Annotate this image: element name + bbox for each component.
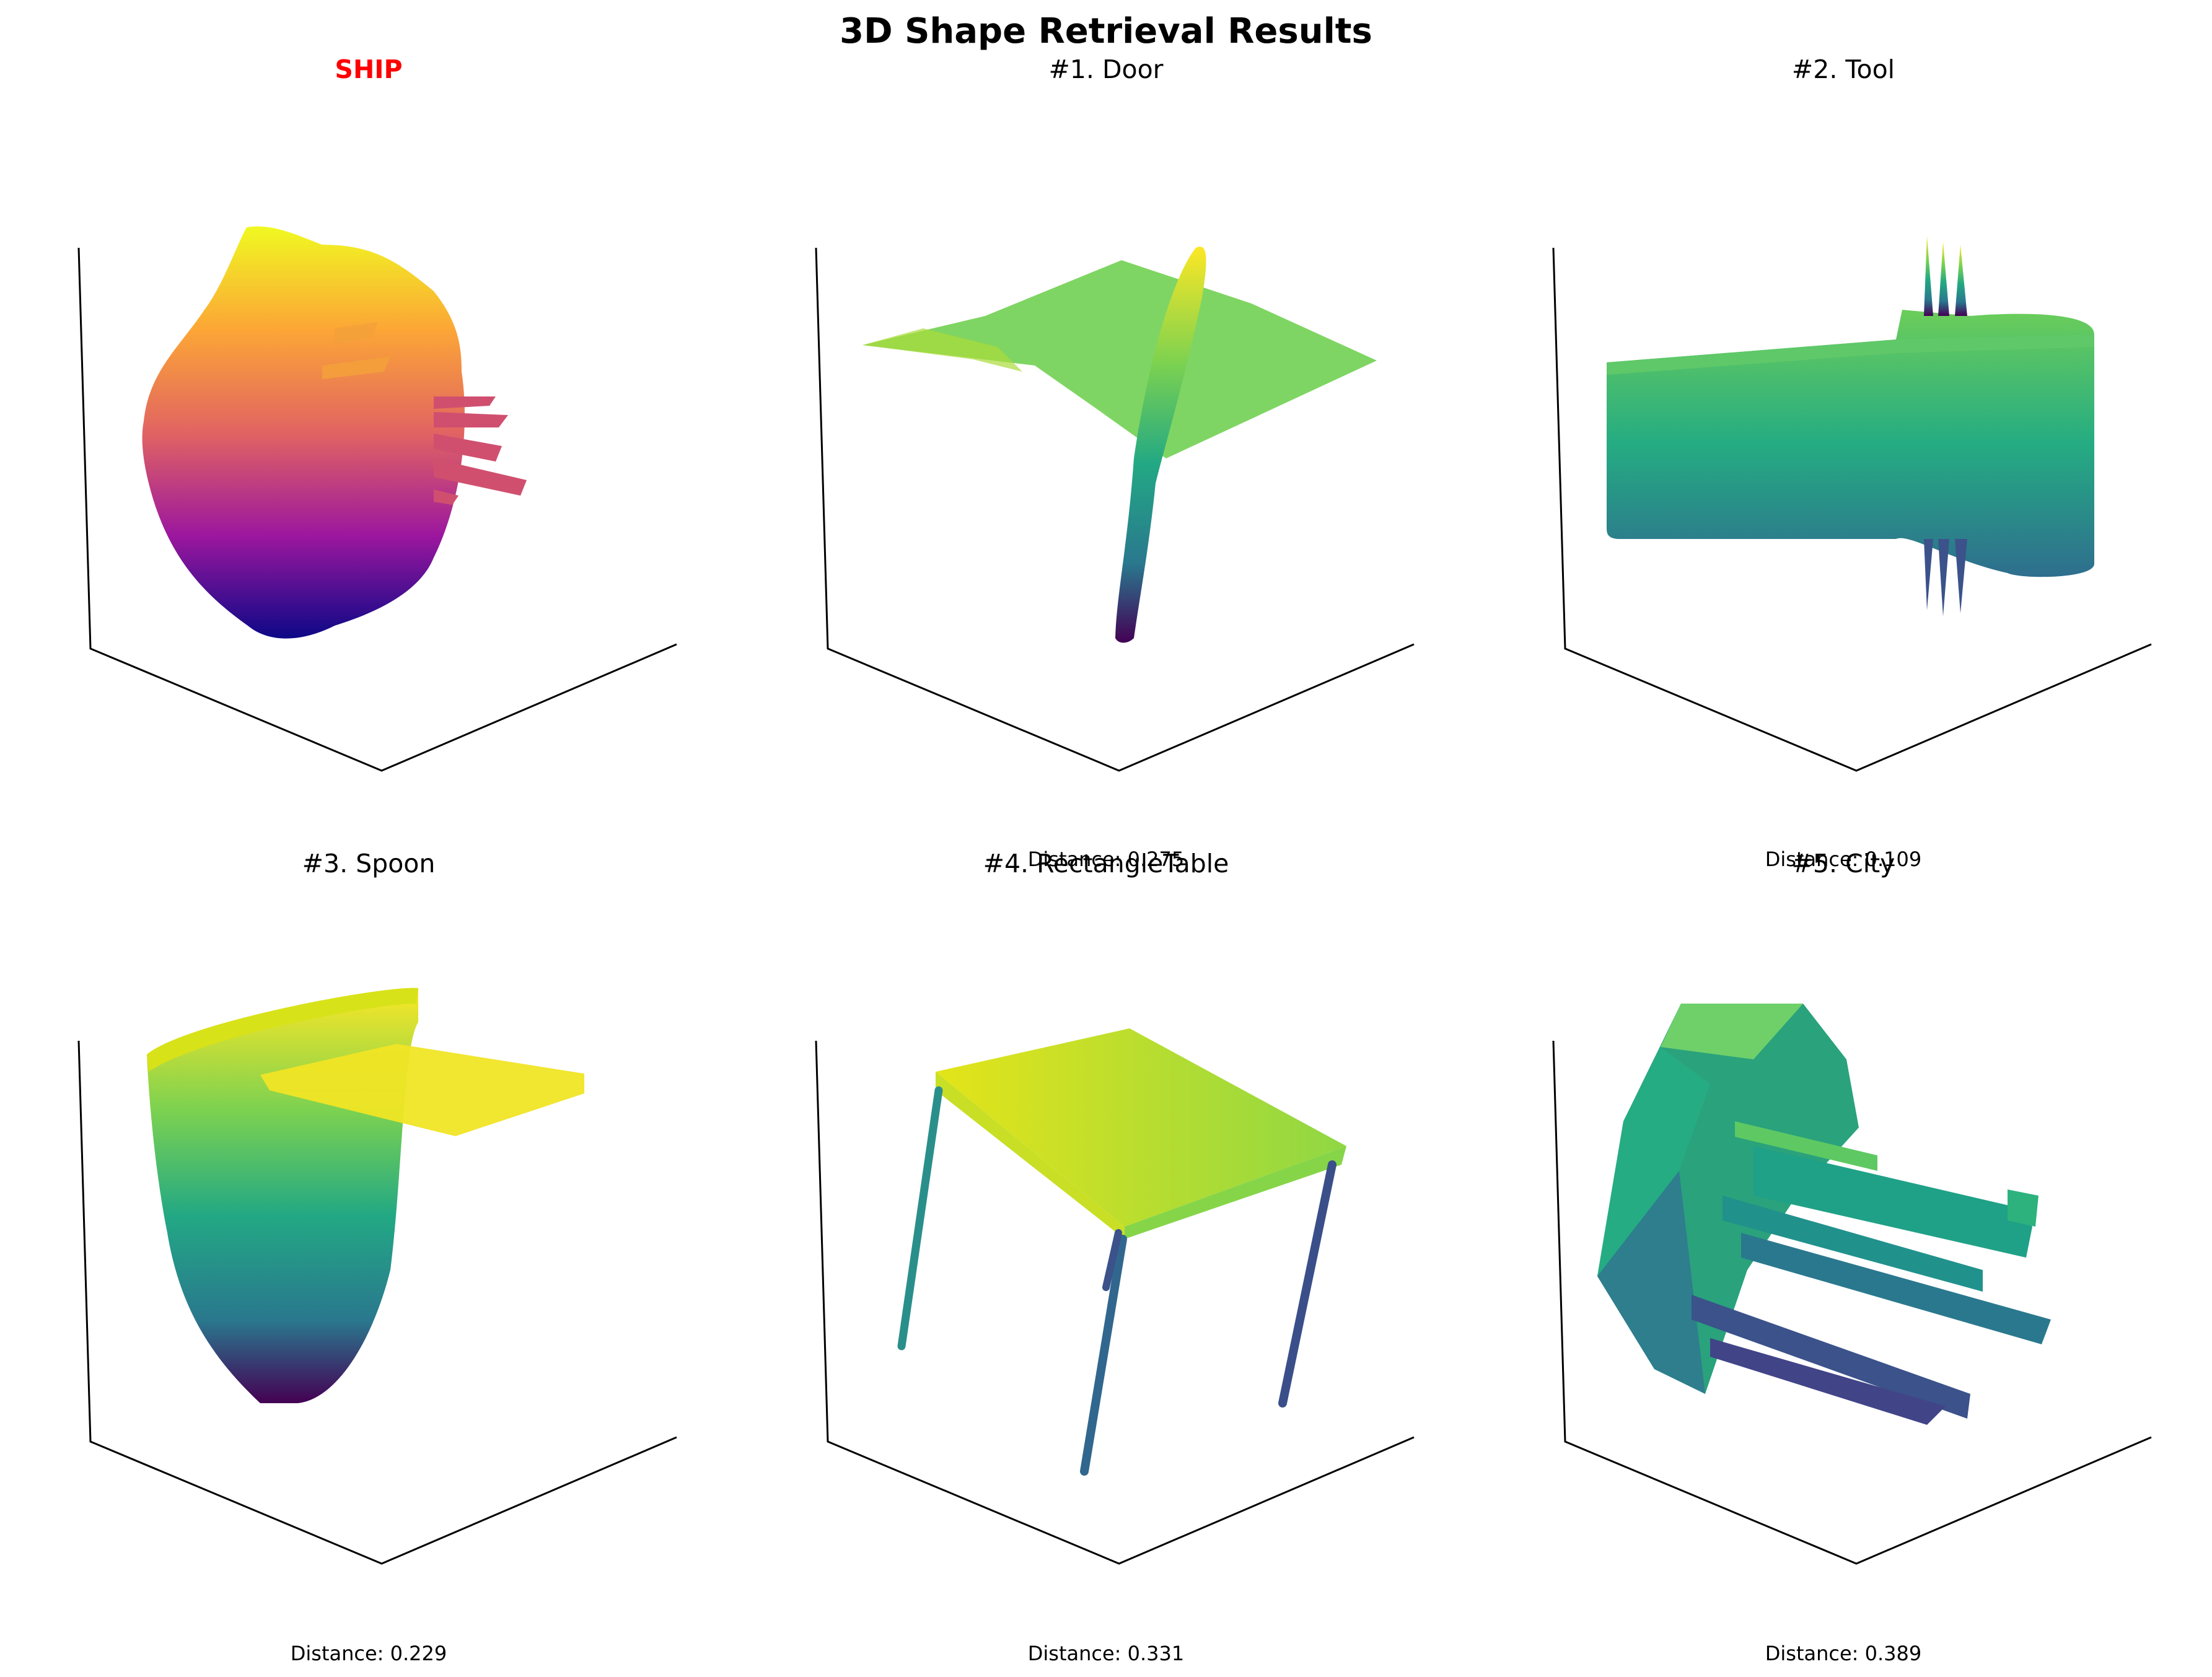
ship-fins bbox=[434, 396, 527, 505]
axis-frame bbox=[77, 247, 677, 772]
axis-frame bbox=[1552, 247, 2152, 772]
axis-frame bbox=[815, 1040, 1415, 1565]
result-panel-4: #4. RectangleTable Distance: 0.331 bbox=[737, 799, 1475, 1665]
tool-spikes bbox=[1924, 235, 1967, 616]
query-panel: SHIP bbox=[0, 0, 737, 799]
distance-label: Distance: 0.331 bbox=[1027, 1642, 1185, 1665]
result-panel-3: #3. Spoon Distance: 0.229 bbox=[0, 799, 737, 1665]
result-title: #3. Spoon bbox=[302, 849, 436, 878]
table-shape bbox=[897, 1028, 1346, 1476]
city-beams bbox=[1692, 1121, 2051, 1425]
spoon-shape bbox=[147, 987, 584, 1403]
tool-3d-plot bbox=[1552, 235, 2152, 772]
ship-3d-plot bbox=[77, 226, 677, 772]
result-panel-2: #2. Tool Distance: 0.109 bbox=[1475, 0, 2212, 871]
ship-deck-detail bbox=[322, 322, 390, 379]
table-legs bbox=[897, 1086, 1336, 1476]
ship-shape bbox=[142, 226, 527, 639]
distance-label: Distance: 0.229 bbox=[290, 1642, 447, 1665]
result-panel-1: #1. Door Distance: 0.275 bbox=[737, 0, 1475, 871]
result-title: #2. Tool bbox=[1791, 55, 1895, 84]
axis-frame bbox=[815, 247, 1415, 772]
distance-label: Distance: 0.109 bbox=[1765, 847, 1922, 871]
axis-frame bbox=[1552, 1040, 2152, 1565]
tool-shape bbox=[1607, 235, 2094, 616]
axis-frame bbox=[77, 1040, 677, 1565]
distance-label: Distance: 0.389 bbox=[1765, 1642, 1922, 1665]
query-title: SHIP bbox=[335, 55, 403, 84]
result-panel-5: #5. City Distance: 0.389 bbox=[1475, 799, 2212, 1665]
table-3d-plot bbox=[815, 1028, 1415, 1565]
door-shape bbox=[862, 247, 1377, 643]
spoon-3d-plot bbox=[77, 987, 677, 1565]
result-title: #4. RectangleTable bbox=[983, 849, 1229, 878]
result-title: #1. Door bbox=[1048, 55, 1164, 84]
distance-label: Distance: 0.275 bbox=[1027, 847, 1185, 871]
figure-title: 3D Shape Retrieval Results bbox=[840, 11, 1372, 51]
door-3d-plot bbox=[815, 247, 1415, 772]
city-3d-plot bbox=[1552, 1004, 2152, 1565]
result-title: #5. City bbox=[1791, 849, 1895, 878]
city-shape bbox=[1597, 1004, 2051, 1425]
